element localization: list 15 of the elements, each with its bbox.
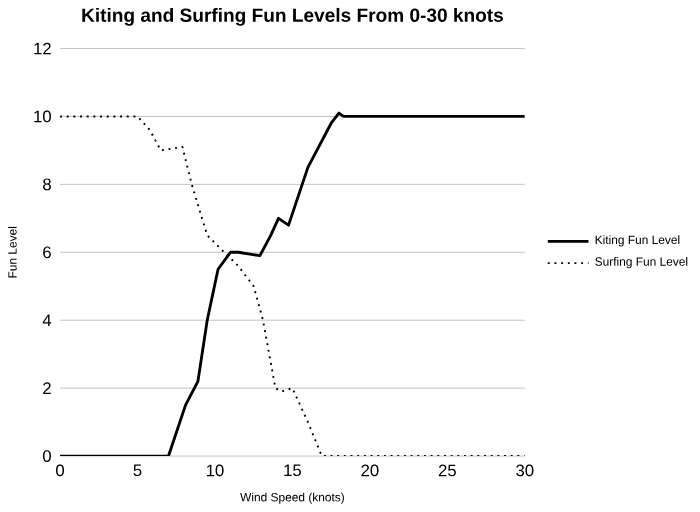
y-tick-label: 6 xyxy=(43,246,51,259)
x-tick-label: 30 xyxy=(516,464,534,477)
y-tick-label: 12 xyxy=(34,42,51,55)
chart-title: Kiting and Surfing Fun Levels From 0-30 knots xyxy=(82,8,503,26)
x-tick-label: 5 xyxy=(133,464,142,477)
x-tick-label: 25 xyxy=(438,464,456,477)
y-tick-label: 0 xyxy=(42,450,51,463)
y-tick-label: 4 xyxy=(42,314,52,327)
x-tick-label: 0 xyxy=(56,464,65,477)
x-tick-label: 10 xyxy=(206,464,224,477)
x-tick-label: 15 xyxy=(284,464,301,477)
y-tick-label: 10 xyxy=(34,110,51,123)
y-tick-label: 8 xyxy=(43,178,51,191)
y-tick-label: 2 xyxy=(43,382,51,395)
x-tick-label: 20 xyxy=(361,464,379,477)
